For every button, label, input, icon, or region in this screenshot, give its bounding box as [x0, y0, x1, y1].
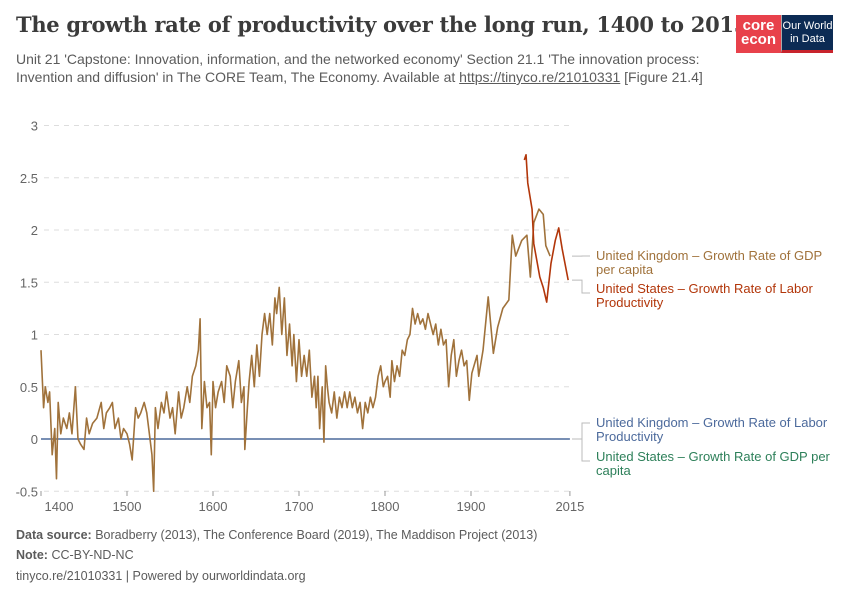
legend-connector: [572, 438, 590, 462]
logo-text: econ: [740, 31, 776, 48]
x-tick-label: 1800: [371, 499, 400, 514]
chart-subtitle: Unit 21 'Capstone: Innovation, informati…: [16, 50, 706, 86]
y-tick-label: -0.5: [16, 484, 38, 499]
logo-text: Our World: [782, 20, 833, 32]
logo: core econ Our World in Data: [736, 15, 833, 53]
subtitle-end: [Figure 21.4]: [620, 69, 703, 85]
legend-label: United States – Growth Rate of GDP per ca…: [596, 449, 831, 478]
y-tick-label: 2.5: [20, 171, 38, 186]
y-tick-label: 0.5: [20, 380, 38, 395]
note-text: CC-BY-ND-NC: [51, 548, 134, 562]
x-tick-label: 1700: [285, 499, 314, 514]
footer-source: Data source: Boradberry (2013), The Conf…: [16, 528, 537, 542]
owid-logo: Our World in Data: [781, 15, 833, 53]
y-tick-label: 0: [31, 432, 38, 447]
subtitle-text: Unit 21 'Capstone: Innovation, informati…: [16, 51, 700, 85]
footer-credit[interactable]: tinyco.re/21010331 | Powered by ourworld…: [16, 569, 306, 583]
y-tick-label: 3: [31, 119, 38, 134]
series-line: [40, 208, 551, 493]
y-tick-label: 1.5: [20, 275, 38, 290]
footer-note: Note: CC-BY-ND-NC: [16, 548, 134, 562]
chart-title: The growth rate of productivity over the…: [16, 12, 749, 37]
y-tick-label: 1: [31, 328, 38, 343]
x-tick-label: 1600: [199, 499, 228, 514]
core-econ-logo: core econ: [736, 15, 781, 53]
series-line: [523, 153, 569, 303]
legend-label: United Kingdom – Growth Rate of GDP per c…: [596, 248, 822, 277]
y-tick-label: 2: [31, 223, 38, 238]
legend-connector: [572, 422, 590, 440]
legend-label: United States – Growth Rate of Labor Prod…: [596, 281, 813, 310]
x-tick-label: 1500: [113, 499, 142, 514]
legend-connector: [572, 279, 590, 294]
logo-text: in Data: [790, 33, 825, 45]
legend-label: United Kingdom – Growth Rate of Labor Pro…: [596, 415, 828, 444]
source-label: Data source:: [16, 528, 92, 542]
source-text: Boradberry (2013), The Conference Board …: [95, 528, 538, 542]
x-tick-label: 1400: [45, 499, 74, 514]
note-label: Note:: [16, 548, 48, 562]
x-tick-label: 2015: [555, 499, 584, 514]
logo-text: core: [742, 17, 775, 34]
x-tick-label: 1900: [457, 499, 486, 514]
subtitle-link[interactable]: https://tinyco.re/21010331: [459, 69, 621, 85]
